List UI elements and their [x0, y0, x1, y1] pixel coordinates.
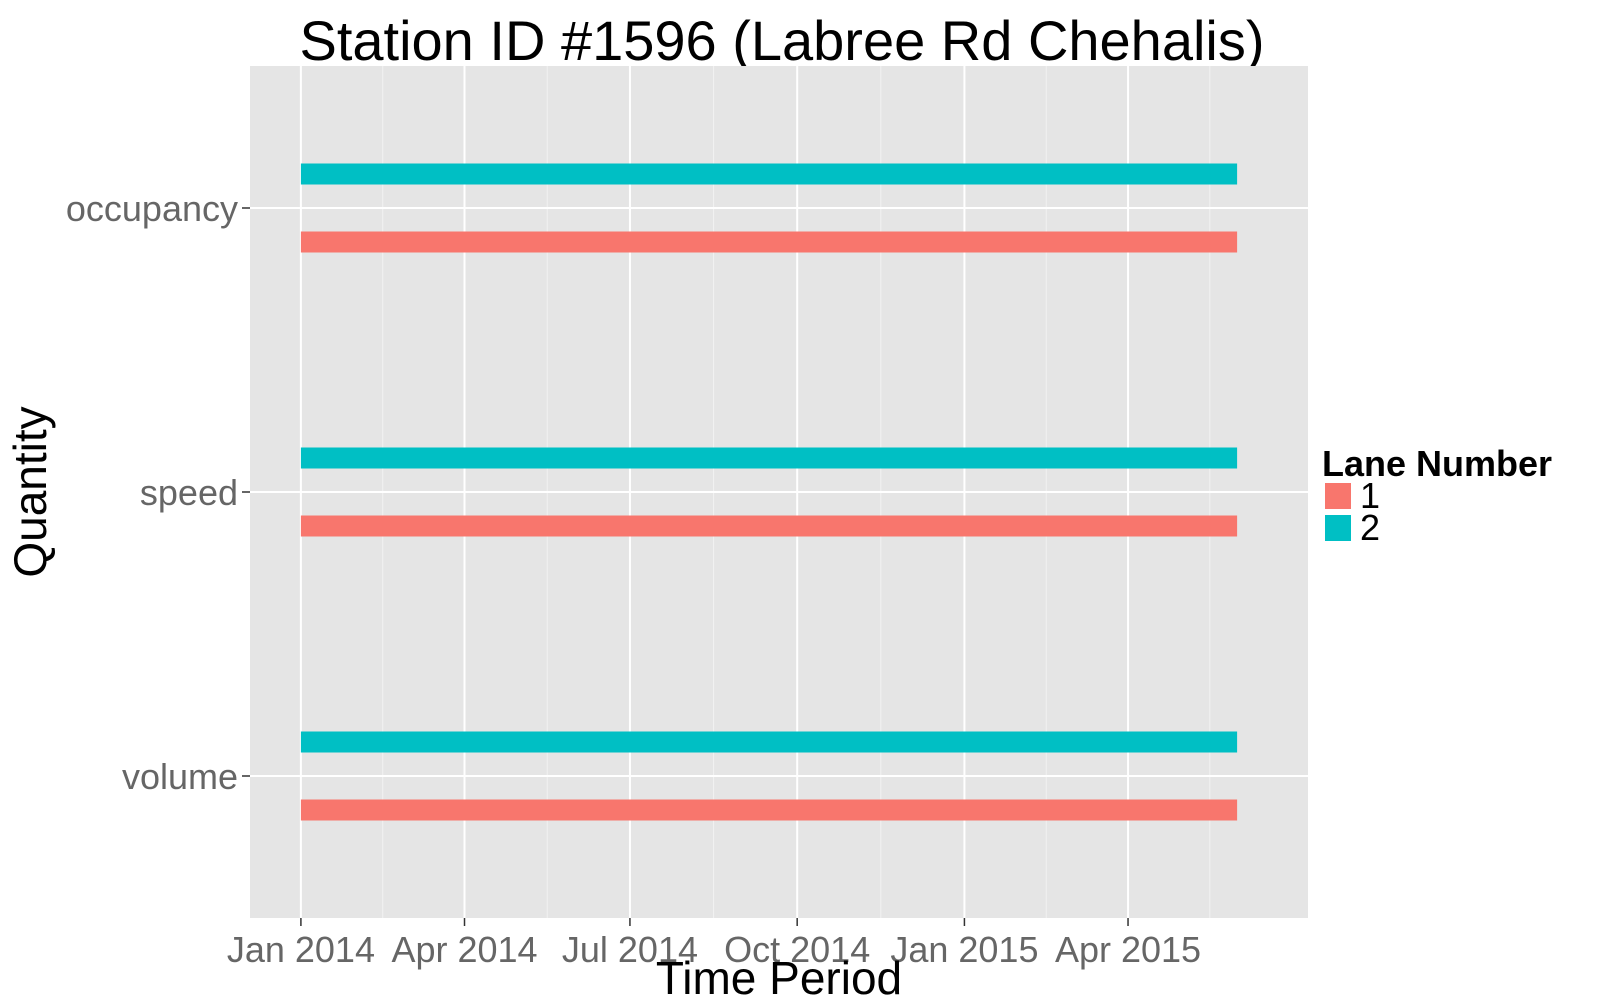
- y-tick-label: occupancy: [66, 188, 238, 229]
- legend-key-1: [1323, 481, 1353, 511]
- x-tick-label: Oct 2014: [724, 929, 870, 970]
- bars: [300, 163, 1238, 821]
- grid-lines: [250, 66, 1308, 918]
- x-tick-label: Jan 2015: [890, 929, 1038, 970]
- bar-lane-1: [300, 799, 1238, 821]
- x-tick-label: Apr 2014: [391, 929, 537, 970]
- legend-label-1: 1: [1360, 475, 1380, 516]
- x-tick-label: Apr 2015: [1055, 929, 1201, 970]
- legend: Lane Number 12: [1322, 443, 1552, 548]
- legend-label-2: 2: [1360, 507, 1380, 548]
- x-tick-label: Jan 2014: [227, 929, 375, 970]
- y-tick-label: speed: [140, 472, 238, 513]
- legend-title: Lane Number: [1322, 443, 1552, 484]
- bar-lane-1: [300, 515, 1238, 537]
- bar-lane-1: [300, 231, 1238, 253]
- bar-lane-2: [300, 163, 1238, 185]
- legend-key-2: [1323, 513, 1353, 543]
- x-axis: Jan 2014 Apr 2014 Jul 2014 Oct 2014 Jan 2015…: [227, 918, 1201, 970]
- x-tick-label: Jul 2014: [562, 929, 698, 970]
- y-axis: volume speed occupancy: [66, 188, 250, 797]
- y-tick-label: volume: [122, 756, 238, 797]
- chart-title: Station ID #1596 (Labree Rd Chehalis): [299, 9, 1264, 72]
- y-axis-title: Quantity: [4, 406, 56, 577]
- bar-lane-2: [300, 731, 1238, 753]
- x-axis-title: Time Period: [656, 952, 902, 1000]
- bar-lane-2: [300, 447, 1238, 469]
